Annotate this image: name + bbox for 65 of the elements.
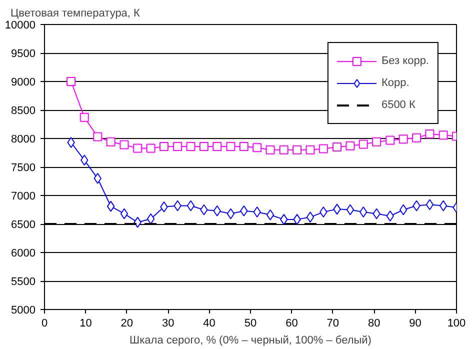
x-tick-label: 80 — [368, 318, 380, 330]
x-axis-title: Шкала серого, % (0% – черный, 100% – белый) — [130, 334, 372, 346]
point — [332, 142, 342, 152]
point — [186, 142, 196, 151]
y-axis-title: Цветовая температура, К — [10, 8, 141, 20]
point — [292, 145, 302, 154]
point — [252, 143, 262, 152]
point — [306, 212, 314, 223]
x-tick-label: 30 — [162, 318, 174, 330]
point — [226, 208, 235, 220]
y-tick-label: 10000 — [4, 20, 36, 32]
y-tick-label: 5500 — [11, 276, 36, 288]
point — [425, 129, 434, 138]
x-tick-label: 50 — [244, 318, 257, 330]
point — [159, 142, 168, 151]
x-tick-label: 60 — [286, 318, 298, 330]
legend-label: Корр. — [381, 77, 410, 89]
x-tick-label: 70 — [326, 318, 340, 330]
legend-label: 6500 К — [381, 99, 416, 111]
point — [146, 213, 155, 224]
point — [120, 140, 129, 150]
y-tick-label: 8000 — [11, 134, 36, 146]
point — [212, 142, 222, 151]
x-tick-label: 100 — [447, 318, 466, 330]
point — [80, 112, 89, 122]
y-tick-label: 8500 — [11, 105, 36, 117]
point — [439, 200, 448, 212]
point — [412, 133, 422, 142]
point — [106, 137, 116, 146]
point — [146, 144, 156, 153]
point — [199, 142, 208, 151]
point — [226, 142, 236, 151]
y-tick-label: 7500 — [11, 162, 36, 174]
y-tick-label: 9000 — [11, 76, 36, 88]
point — [120, 208, 128, 220]
x-tick-label: 90 — [409, 318, 422, 330]
point — [386, 136, 395, 145]
x-tick-label: 20 — [120, 318, 134, 330]
legend-label: Без корр. — [381, 55, 429, 67]
point — [93, 132, 102, 142]
point — [66, 77, 76, 86]
y-tick-label: 7000 — [11, 190, 36, 202]
x-tick-label: 40 — [203, 318, 216, 330]
point — [372, 137, 382, 146]
point — [186, 200, 195, 212]
point — [426, 199, 434, 210]
point — [306, 145, 315, 154]
point — [266, 145, 275, 154]
point — [173, 142, 182, 151]
y-tick-label: 5000 — [11, 304, 36, 316]
point — [318, 144, 328, 154]
point — [398, 134, 408, 144]
y-tick-label: 6500 — [11, 219, 36, 231]
point — [279, 145, 288, 154]
point — [346, 141, 355, 150]
y-tick-label: 9500 — [11, 48, 36, 60]
point — [133, 144, 142, 153]
point — [358, 140, 368, 149]
x-tick-label: 0 — [41, 318, 48, 330]
point — [438, 130, 448, 140]
point — [346, 204, 354, 216]
point — [266, 209, 274, 220]
y-tick-label: 6000 — [11, 248, 36, 260]
point — [239, 142, 248, 151]
x-tick-label: 10 — [80, 318, 92, 330]
